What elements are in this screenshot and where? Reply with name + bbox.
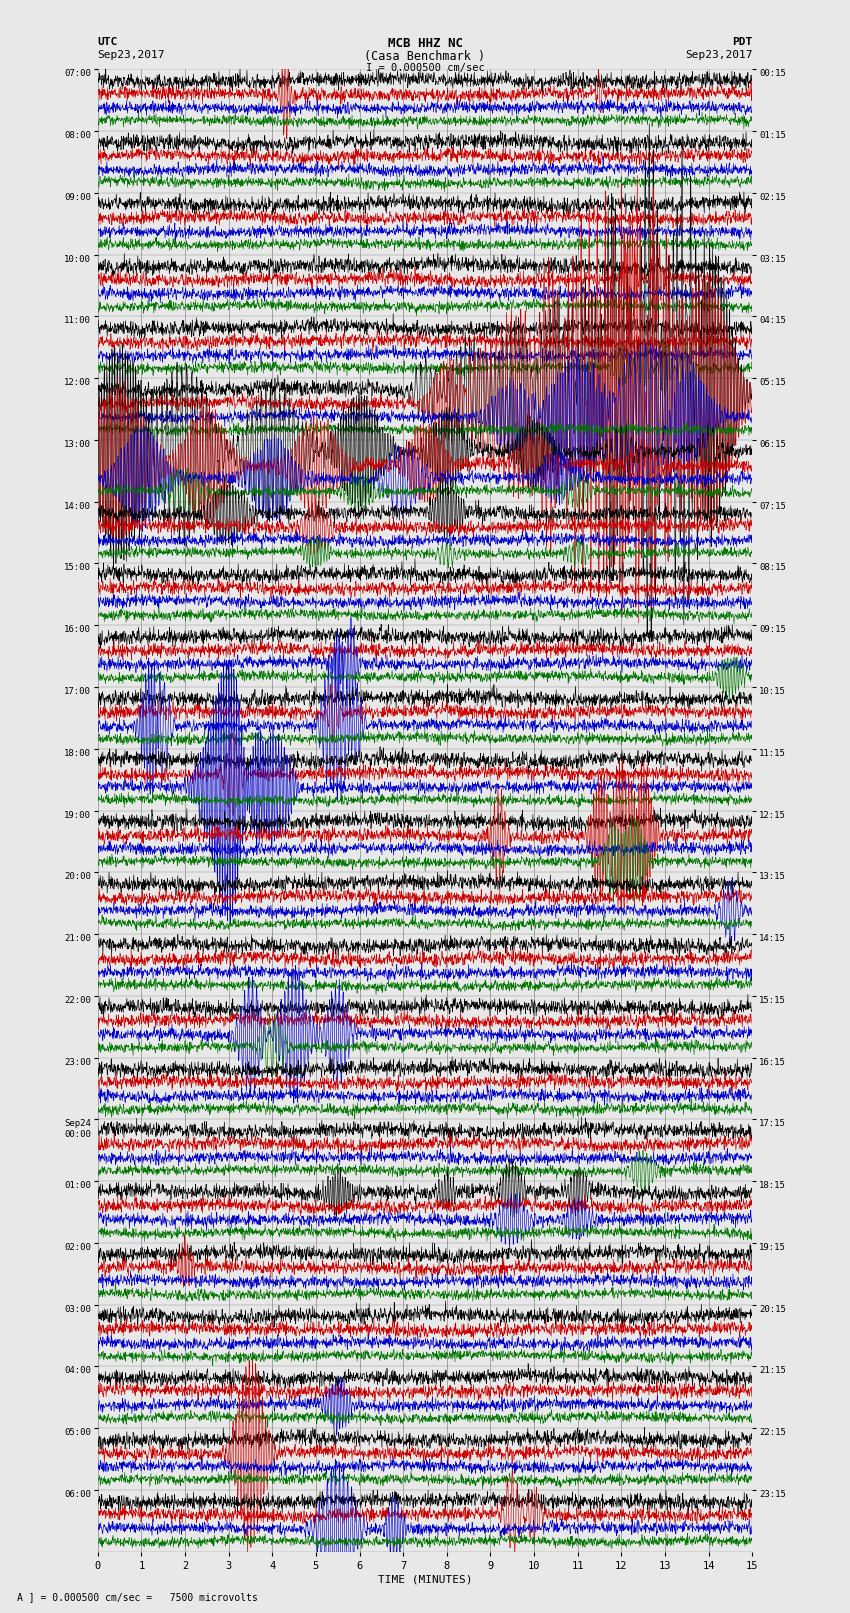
Text: Sep23,2017: Sep23,2017 xyxy=(98,50,165,60)
Text: MCB HHZ NC: MCB HHZ NC xyxy=(388,37,462,50)
Text: (Casa Benchmark ): (Casa Benchmark ) xyxy=(365,50,485,63)
Text: Sep23,2017: Sep23,2017 xyxy=(685,50,752,60)
Text: UTC: UTC xyxy=(98,37,118,47)
X-axis label: TIME (MINUTES): TIME (MINUTES) xyxy=(377,1574,473,1586)
Text: PDT: PDT xyxy=(732,37,752,47)
Text: A ] = 0.000500 cm/sec =   7500 microvolts: A ] = 0.000500 cm/sec = 7500 microvolts xyxy=(17,1592,258,1602)
Text: I = 0.000500 cm/sec: I = 0.000500 cm/sec xyxy=(366,63,484,73)
